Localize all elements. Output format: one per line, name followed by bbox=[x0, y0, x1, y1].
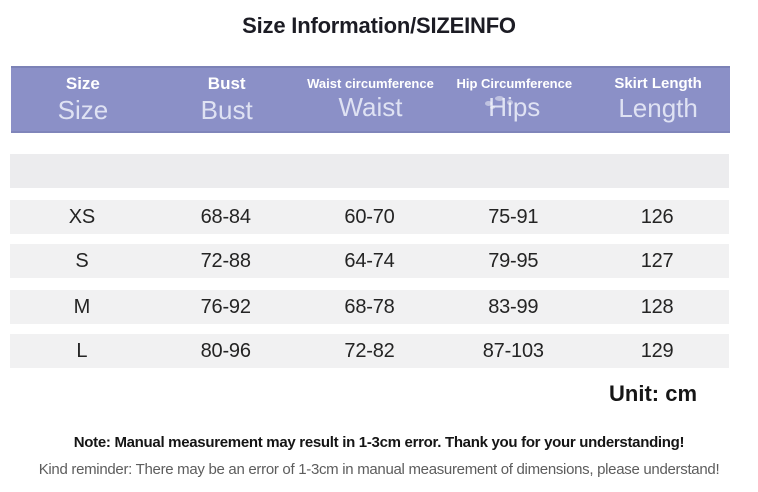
column-header-bust-top: Bust bbox=[207, 73, 246, 93]
cell-waist: 68-78 bbox=[344, 295, 395, 318]
page-title: Size Information/SIZEINFO bbox=[242, 13, 516, 38]
kind-reminder: Kind reminder: There may be an error of … bbox=[38, 461, 720, 478]
column-header-waist-main: Waist bbox=[338, 92, 403, 123]
column-header-length-top: Skirt Length bbox=[614, 74, 702, 92]
cell-waist: 72-82 bbox=[344, 339, 395, 362]
cell-size: L bbox=[76, 339, 88, 362]
column-header-length-main: Length bbox=[618, 93, 698, 124]
column-header-bust-main: Bust bbox=[200, 94, 253, 125]
cell-hips: 75-91 bbox=[488, 205, 539, 228]
column-header-bust: Bust Bust bbox=[155, 68, 299, 131]
cell-bust: 72-88 bbox=[200, 249, 251, 272]
column-header-hips: Hip Circumference Hips bbox=[442, 68, 586, 131]
table-row-l: L 80-96 72-82 87-103 129 bbox=[10, 334, 729, 368]
table-header-row: Size Size Bust Bust Waist circumference … bbox=[11, 66, 730, 133]
cell-bust: 80-96 bbox=[200, 339, 251, 362]
column-header-hips-main: Hips bbox=[488, 92, 541, 123]
table-empty-row bbox=[10, 154, 729, 188]
table-row-s: S 72-88 64-74 79-95 127 bbox=[10, 244, 729, 278]
column-header-hips-top: Hip Circumference bbox=[456, 76, 573, 92]
cell-size: XS bbox=[68, 205, 96, 228]
cell-length: 129 bbox=[640, 339, 674, 362]
table-row-xs: XS 68-84 60-70 75-91 126 bbox=[10, 200, 729, 234]
table-row-m: M 76-92 68-78 83-99 128 bbox=[10, 290, 729, 324]
cell-waist: 64-74 bbox=[344, 249, 395, 272]
cell-waist: 60-70 bbox=[344, 205, 395, 228]
column-header-size-main: Size bbox=[57, 94, 109, 125]
cell-size: S bbox=[75, 249, 89, 272]
cell-length: 127 bbox=[640, 249, 674, 272]
column-header-waist: Waist circumference Waist bbox=[299, 68, 443, 131]
column-header-length: Skirt Length Length bbox=[586, 68, 730, 131]
cell-hips: 79-95 bbox=[488, 249, 539, 272]
column-header-size-top: Size bbox=[65, 73, 100, 93]
cell-hips: 87-103 bbox=[482, 339, 544, 362]
measurement-note: Note: Manual measurement may result in 1… bbox=[73, 434, 685, 451]
cell-length: 126 bbox=[640, 205, 674, 228]
cell-bust: 68-84 bbox=[200, 205, 251, 228]
cell-length: 128 bbox=[640, 295, 674, 318]
cell-hips: 83-99 bbox=[488, 295, 539, 318]
column-header-waist-top: Waist circumference bbox=[307, 76, 434, 92]
unit-label: Unit: cm bbox=[609, 381, 697, 406]
cell-bust: 76-92 bbox=[200, 295, 251, 318]
cell-size: M bbox=[73, 295, 91, 318]
column-header-size: Size Size bbox=[11, 68, 155, 131]
